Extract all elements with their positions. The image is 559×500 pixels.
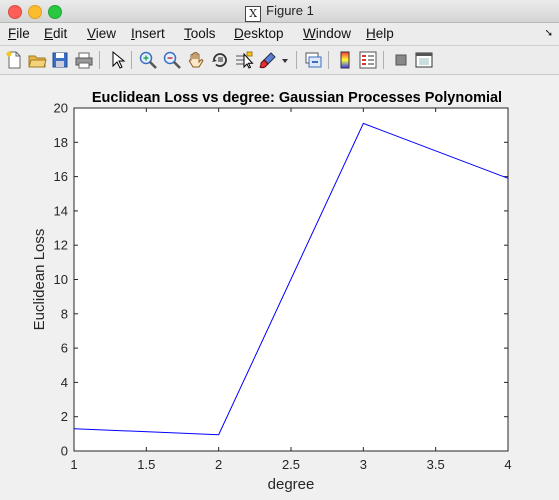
link-plot-icon[interactable]	[303, 50, 323, 70]
y-tick-label: 0	[61, 444, 68, 459]
zoom-out-icon[interactable]	[162, 50, 182, 70]
menu-desktop[interactable]: Desktop	[234, 26, 284, 41]
y-tick-label: 18	[54, 135, 68, 150]
x-tick-label: 2	[215, 457, 222, 472]
menu-bar: File Edit View Insert Tools Desktop Wind…	[0, 23, 559, 46]
y-tick-label: 2	[61, 409, 68, 424]
menu-help[interactable]: Help	[366, 26, 394, 41]
figure-canvas: 1 1.5 2 2.5 3 3.5 4 0 2 4 6 8 10 12 14 16 18 20 Euclidean…	[0, 75, 559, 495]
y-tick-label: 4	[61, 375, 68, 390]
y-tick-label: 8	[61, 306, 68, 321]
menu-insert[interactable]: Insert	[131, 26, 165, 41]
toolbar-separator	[296, 51, 297, 69]
x-tick-label: 3.5	[427, 457, 445, 472]
open-file-icon[interactable]	[27, 50, 47, 70]
pan-icon[interactable]	[186, 50, 206, 70]
y-axis-label: Euclidean Loss	[31, 229, 48, 331]
figure-toolbar	[0, 46, 559, 75]
colorbar-icon[interactable]	[335, 50, 355, 70]
rotate-3d-icon[interactable]	[210, 50, 230, 70]
line-chart: 1 1.5 2 2.5 3 3.5 4 0 2 4 6 8 10 12 14 16 18 20 Euclidean…	[0, 75, 559, 495]
toolbar-separator	[99, 51, 100, 69]
new-figure-icon[interactable]	[4, 50, 24, 70]
menu-window[interactable]: Window	[303, 26, 351, 41]
menu-file[interactable]: File	[8, 26, 30, 41]
y-tick-label: 20	[54, 101, 68, 116]
y-tick-label: 16	[54, 169, 68, 184]
window-titlebar: X Figure 1	[0, 0, 559, 23]
toolbar-separator	[131, 51, 132, 69]
data-cursor-icon[interactable]	[234, 50, 254, 70]
y-tick-label: 10	[54, 272, 68, 287]
zoom-in-icon[interactable]	[138, 50, 158, 70]
chart-title: Euclidean Loss vs degree: Gaussian Proce…	[92, 90, 502, 106]
brush-dropdown-icon[interactable]	[279, 50, 291, 70]
legend-icon[interactable]	[358, 50, 378, 70]
hide-plot-tools-icon[interactable]	[391, 50, 411, 70]
y-tick-label: 6	[61, 341, 68, 356]
toolbar-separator	[328, 51, 329, 69]
y-tick-label: 12	[54, 238, 68, 253]
window-title: X Figure 1	[0, 3, 559, 22]
x-tick-label: 4	[504, 457, 511, 472]
menu-view[interactable]: View	[87, 26, 116, 41]
y-tick-label: 14	[54, 203, 68, 218]
toolbar-separator	[383, 51, 384, 69]
menu-overflow-icon[interactable]: ➘	[545, 28, 553, 39]
pointer-icon[interactable]	[107, 50, 127, 70]
brush-icon[interactable]	[258, 50, 278, 70]
x-axis-label: degree	[268, 476, 315, 493]
window-title-text: Figure 1	[266, 3, 314, 18]
print-icon[interactable]	[74, 50, 94, 70]
x-tick-label: 2.5	[282, 457, 300, 472]
x11-icon: X	[245, 6, 261, 22]
save-icon[interactable]	[50, 50, 70, 70]
x-tick-label: 3	[360, 457, 367, 472]
menu-tools[interactable]: Tools	[184, 26, 216, 41]
show-plot-tools-icon[interactable]	[414, 50, 434, 70]
menu-edit[interactable]: Edit	[44, 26, 67, 41]
x-tick-label: 1.5	[137, 457, 155, 472]
x-tick-label: 1	[70, 457, 77, 472]
